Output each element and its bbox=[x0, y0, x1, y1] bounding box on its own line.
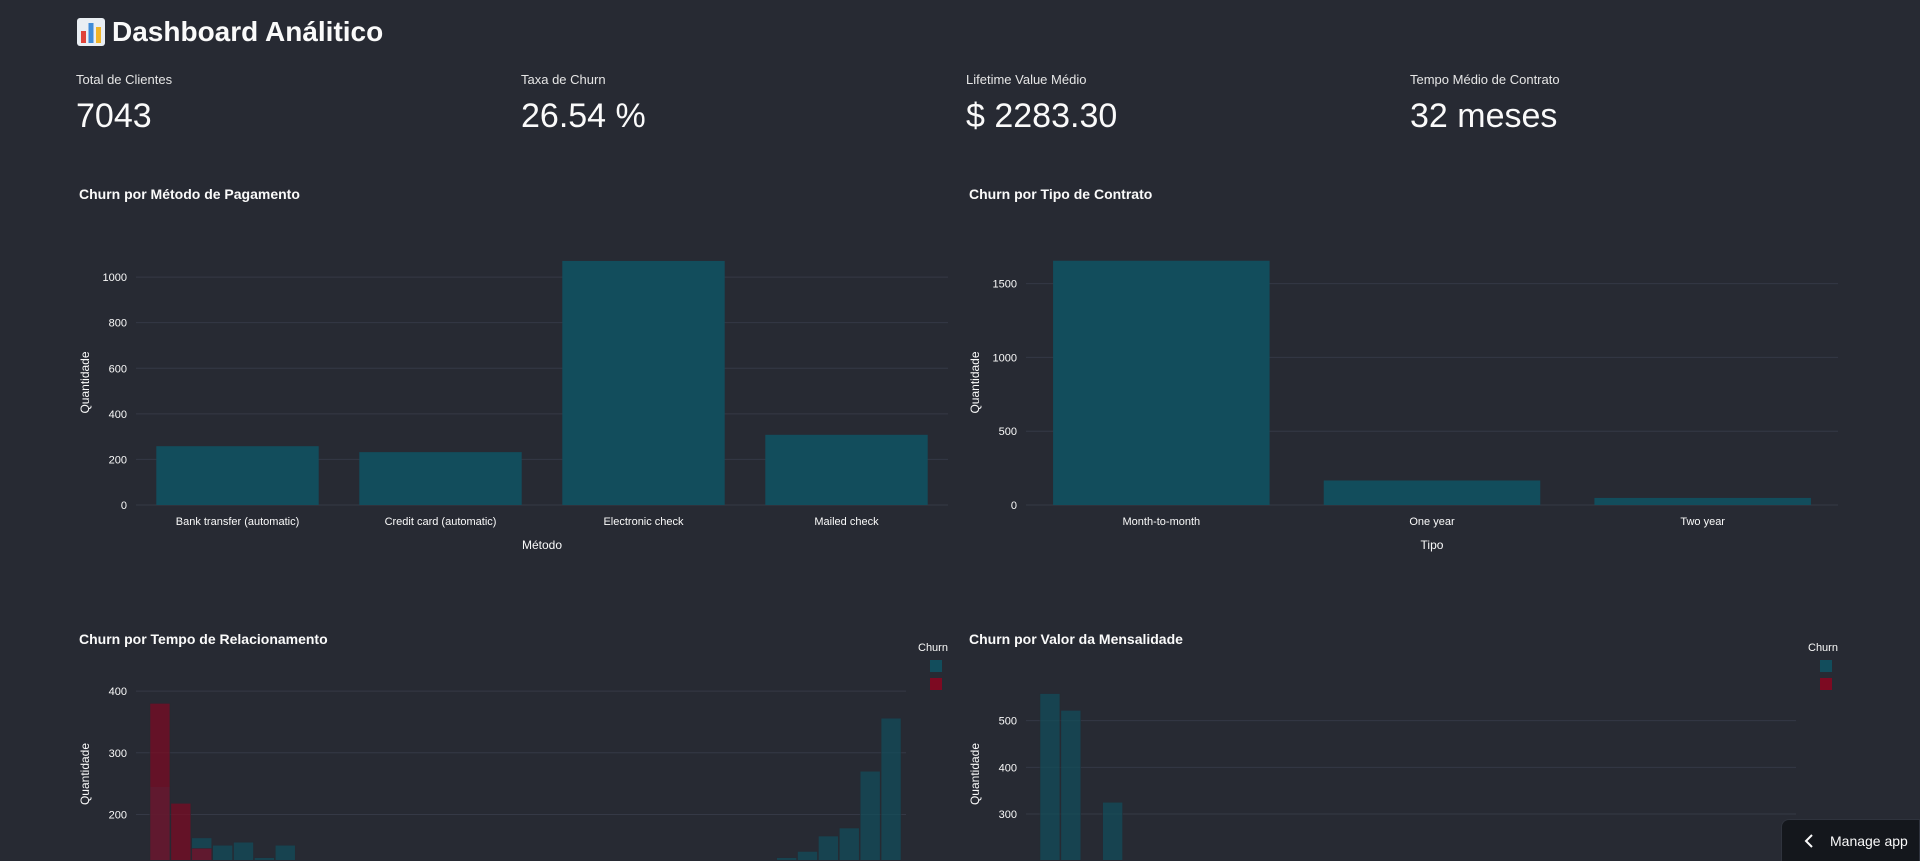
y-tick-label: 400 bbox=[999, 762, 1017, 774]
x-axis-label: Método bbox=[522, 538, 562, 552]
y-tick-label: 400 bbox=[109, 686, 127, 698]
metric-value: 7043 bbox=[76, 97, 152, 135]
y-tick-label: 1000 bbox=[103, 272, 127, 284]
chart-svg: Churn por Método de Pagamento 0 200 400 600 8… bbox=[78, 186, 948, 552]
bar-chart-icon bbox=[76, 17, 106, 47]
chart-tempo-relacionamento[interactable]: Churn por Tempo de Relacionamento 200 300 4… bbox=[76, 620, 954, 860]
metric-value: 32 meses bbox=[1410, 97, 1558, 135]
legend-swatch bbox=[1820, 678, 1832, 690]
x-tick-label: Electronic check bbox=[603, 516, 684, 528]
y-tick-label: 200 bbox=[109, 809, 127, 821]
bar bbox=[149, 703, 171, 860]
chart-svg: Churn por Tipo de Contrato 0 500 1000 1500 Qu… bbox=[968, 186, 1838, 552]
page-title-text: Dashboard Análitico bbox=[112, 16, 384, 47]
y-tick-label: 200 bbox=[109, 454, 127, 466]
metric-label: Tempo Médio de Contrato bbox=[1410, 72, 1560, 87]
chart-svg: Churn por Tempo de Relacionamento 200 300 4… bbox=[78, 631, 948, 860]
bar bbox=[562, 260, 725, 505]
bar bbox=[156, 446, 319, 505]
legend-title: Churn bbox=[1808, 642, 1838, 654]
y-tick-label: 500 bbox=[999, 426, 1017, 438]
bar bbox=[839, 827, 860, 860]
chart-title: Churn por Valor da Mensalidade bbox=[969, 631, 1183, 647]
legend-swatch bbox=[930, 660, 942, 672]
bar bbox=[818, 835, 839, 860]
manage-app-label: Manage app bbox=[1830, 832, 1908, 849]
metric-value: 26.54 % bbox=[521, 97, 646, 135]
x-tick-label: Bank transfer (automatic) bbox=[176, 516, 300, 528]
y-axis-label: Quantidade bbox=[78, 743, 92, 805]
y-axis-label: Quantidade bbox=[968, 351, 982, 413]
metric-label: Taxa de Churn bbox=[521, 72, 606, 87]
y-tick-label: 1000 bbox=[993, 352, 1017, 364]
chart-valor-mensalidade[interactable]: Churn por Valor da Mensalidade 300 400 500 Q… bbox=[966, 620, 1844, 860]
metric-value: $ 2283.30 bbox=[966, 97, 1118, 135]
legend-swatch bbox=[930, 678, 942, 690]
y-axis-label: Quantidade bbox=[968, 743, 982, 805]
chart-metodo-pagamento[interactable]: Churn por Método de Pagamento 0 200 400 600 8… bbox=[76, 175, 954, 565]
y-tick-label: 0 bbox=[121, 500, 127, 512]
bar bbox=[1102, 802, 1123, 860]
manage-app-button[interactable]: Manage app bbox=[1781, 819, 1920, 861]
bar bbox=[880, 717, 902, 860]
y-tick-label: 800 bbox=[109, 318, 127, 330]
bar bbox=[765, 434, 928, 505]
bar bbox=[859, 771, 881, 860]
bar bbox=[1594, 497, 1811, 505]
x-tick-label: One year bbox=[1409, 516, 1455, 528]
x-tick-label: Mailed check bbox=[814, 516, 879, 528]
x-tick-label: Month-to-month bbox=[1123, 516, 1201, 528]
y-axis-label: Quantidade bbox=[78, 351, 92, 413]
x-tick-label: Two year bbox=[1680, 516, 1725, 528]
page-title: Dashboard Análitico bbox=[76, 16, 383, 48]
bar bbox=[1053, 260, 1270, 505]
metric-label: Lifetime Value Médio bbox=[966, 72, 1087, 87]
y-tick-label: 300 bbox=[999, 809, 1017, 821]
bar bbox=[359, 452, 522, 505]
bar bbox=[170, 803, 192, 860]
metric-lifetime-value: Lifetime Value Médio $ 2283.30 bbox=[966, 72, 1386, 136]
y-tick-label: 1500 bbox=[993, 279, 1017, 291]
bar bbox=[233, 841, 254, 860]
metric-label: Total de Clientes bbox=[76, 72, 173, 87]
bar bbox=[1039, 693, 1061, 860]
metric-total-clientes: Total de Clientes 7043 bbox=[76, 72, 496, 136]
chart-title: Churn por Tempo de Relacionamento bbox=[79, 631, 328, 647]
legend-swatch bbox=[1820, 660, 1832, 672]
y-tick-label: 0 bbox=[1011, 500, 1017, 512]
bars-group bbox=[149, 703, 902, 860]
chart-tipo-contrato[interactable]: Churn por Tipo de Contrato 0 500 1000 1500 Qu… bbox=[966, 175, 1844, 565]
x-axis-label: Tipo bbox=[1421, 538, 1444, 552]
y-tick-label: 600 bbox=[109, 363, 127, 375]
bar bbox=[1060, 710, 1082, 860]
metric-taxa-churn: Taxa de Churn 26.54 % bbox=[521, 72, 941, 136]
bar bbox=[191, 848, 212, 860]
bar bbox=[275, 845, 296, 860]
y-tick-label: 400 bbox=[109, 409, 127, 421]
bar bbox=[212, 845, 233, 860]
legend-title: Churn bbox=[918, 642, 948, 654]
chart-svg: Churn por Valor da Mensalidade 300 400 500 Q… bbox=[968, 631, 1838, 860]
metric-tempo-contrato: Tempo Médio de Contrato 32 meses bbox=[1410, 72, 1830, 136]
bar bbox=[1323, 480, 1541, 505]
y-tick-label: 500 bbox=[999, 716, 1017, 728]
x-tick-label: Credit card (automatic) bbox=[385, 516, 497, 528]
bars-group bbox=[1039, 693, 1123, 860]
chart-title: Churn por Método de Pagamento bbox=[79, 186, 300, 202]
bar bbox=[797, 851, 818, 860]
chevron-left-icon bbox=[1804, 833, 1813, 848]
chart-title: Churn por Tipo de Contrato bbox=[969, 186, 1152, 202]
y-tick-label: 300 bbox=[109, 748, 127, 760]
